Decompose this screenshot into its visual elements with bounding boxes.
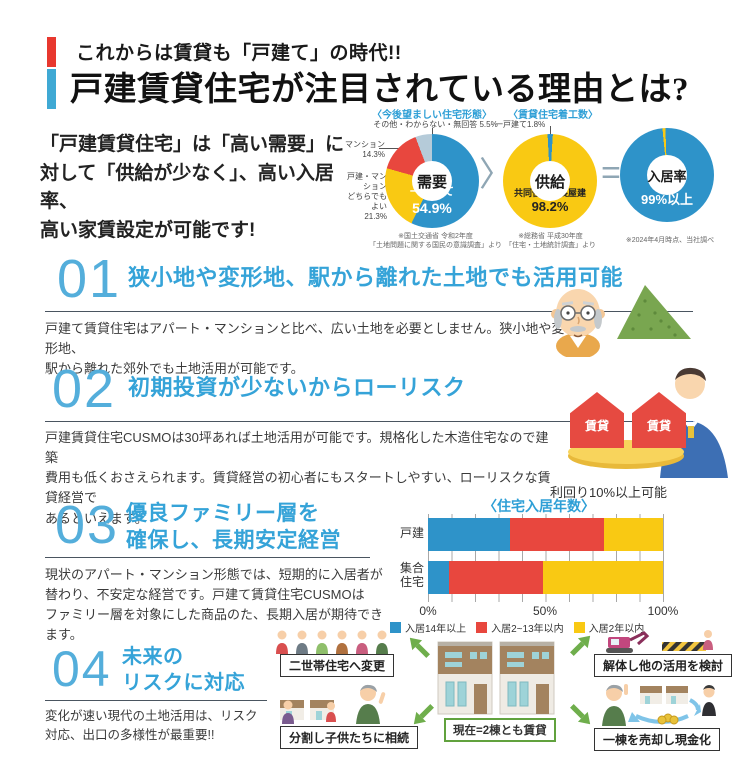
occupancy-inner-value: 99%以上 [640, 191, 694, 207]
sell-for-cash-illustration [602, 684, 716, 726]
arrow-down-left-icon [413, 703, 435, 725]
supply-label-detached: 一戸建て1.8% [495, 120, 546, 129]
bar-category-detached: 戸建 [399, 526, 424, 540]
supply-callout-line [550, 126, 551, 135]
occupancy-center-label: 入居率 [647, 155, 687, 195]
legend-swatch-blue [390, 622, 401, 633]
section-1-number: 01 [57, 249, 122, 309]
current-state-label: 現在=2棟とも賃貸 [444, 718, 556, 742]
legend-swatch-red [476, 622, 488, 633]
occupancy-years-bar-chart: 〈住宅入居年数〉 戸建 集合住宅 0% 50% 100% 入居14年以上 入居2… [388, 496, 690, 636]
elderly-landowner-illustration [551, 289, 605, 357]
section-1-title: 狭小地や変形地、駅から離れた土地でも活用可能 [128, 265, 624, 290]
bar-row-detached [428, 518, 663, 551]
legend-label-yellow: 入居2年以内 [588, 624, 645, 635]
section-2-body: 戸建賃貸住宅CUSMOは30坪あれば土地活用が可能です。規格化した木造住宅なので… [45, 430, 551, 526]
bar-chart-plot [428, 514, 664, 602]
arrow-up-right-icon [569, 635, 591, 657]
demand-donut-chart: 一戸建て 54.9% 需要 [385, 134, 479, 228]
demand-label-other: その他・わからない・無回答 5.5% [373, 120, 498, 129]
demand-pie-title: 〈今後望ましい住宅形態〉 [372, 110, 492, 121]
section-3-number: 03 [55, 495, 120, 555]
rental-house-2-label: 賃貸 [646, 419, 671, 433]
arrow-down-right-icon [569, 703, 591, 725]
demand-inner-value: 54.9% [412, 199, 452, 216]
section-2-number: 02 [52, 359, 117, 419]
stats-panel: 〈今後望ましい住宅形態〉 その他・わからない・無回答 5.5% マンション 14… [343, 100, 737, 252]
tick-0: 0% [419, 604, 437, 618]
rental-house-1-label: 賃貸 [584, 419, 609, 433]
demolition-illustration [606, 630, 713, 653]
bar-row-apartment [428, 561, 663, 594]
section-3-body: 現状のアパート・マンション形態では、短期的に入居者が 替わり、不安定な経営です。… [45, 567, 384, 643]
header-tagline: これからは賃貸も「戸建て」の時代!! [76, 43, 402, 64]
legend-label-blue: 入居14年以上 [405, 624, 467, 635]
legend-item-yellow: 入居2年以内 [573, 620, 645, 635]
section-4-body: 変化が速い現代の土地活用は、リスク 対応、出口の多様性が最重要!! [45, 709, 258, 743]
section-1-body: 戸建て賃貸住宅はアパート・マンションと比べ、広い土地を必要としません。狭小地や変… [45, 321, 565, 377]
bar-chart-legend: 入居14年以上 入居2~13年以内 入居2年以内 [390, 620, 644, 635]
section-2-title: 初期投資が少ないからローリスク [128, 375, 466, 400]
demand-source: ※国土交通省 令和2年度 「土地問題に関する国民の意識調査」より [369, 233, 502, 250]
supply-donut-chart: 共同住宅・長屋建 98.2% 供給 [503, 134, 597, 228]
legend-label-red: 入居2~13年以内 [491, 624, 564, 635]
supply-pie-title: 〈賃貸住宅着工数〉 [508, 110, 598, 121]
demand-label-mansion: マンション 14.3% [345, 140, 385, 159]
option-demolish-label: 解体し他の活用を検討 [594, 654, 733, 677]
tick-100: 100% [647, 604, 679, 618]
arrow-up-left-icon [409, 637, 431, 659]
header-accent-red [47, 37, 56, 67]
legend-item-blue: 入居14年以上 [390, 620, 466, 635]
lead-text: 「戸建賃貸住宅」は「高い需要」に 対して「供給が少なく」、高い入居率、 高い家賃… [40, 134, 345, 241]
bar-chart-title: 〈住宅入居年数〉 [483, 498, 595, 514]
two-rental-houses-illustration [437, 641, 555, 715]
section-2-rule [45, 421, 693, 422]
land-plot-illustration [617, 285, 691, 339]
legend-swatch-yellow [573, 622, 585, 633]
supply-inner-value: 98.2% [531, 199, 569, 215]
supply-center-label: 供給 [530, 161, 570, 201]
section-4-number: 04 [52, 641, 112, 697]
demand-center-label: 需要 [412, 161, 452, 201]
section-1-rule [45, 311, 693, 312]
section-3-rule [45, 557, 370, 558]
future-options-diagram: 二世帯住宅へ変更 分割し子供たちに相続 [272, 630, 737, 768]
section-4-title: 未来の リスクに対応 [122, 646, 245, 694]
section-4-rule [45, 700, 267, 701]
option-sell-label: 一棟を売却し現金化 [594, 728, 721, 751]
supply-source: ※総務省 平成30年度 「住宅・土地統計調査」より [505, 233, 596, 250]
demand-callout-line-mansion [379, 148, 403, 149]
occupancy-source: ※2024年4月時点、当社調べ [625, 237, 715, 244]
option-inherit-label: 分割し子供たちに相続 [280, 726, 419, 749]
two-family-illustration [276, 630, 388, 654]
occupancy-donut-chart: 入居 99%以上 入居率 [620, 128, 714, 222]
option-two-family-label: 二世帯住宅へ変更 [280, 654, 395, 677]
yield-caption: 利回り10%以上可能 [550, 485, 668, 500]
demand-label-either: 戸建・マンション どちらでもよい 21.3% [347, 172, 387, 221]
legend-item-red: 入居2~13年以内 [476, 620, 564, 635]
section-3-title: 優良ファミリー層を 確保し、長期安定経営 [126, 502, 341, 553]
tick-50: 50% [532, 604, 558, 618]
header-accent-blue [47, 69, 56, 109]
demand-callout-line-other [432, 128, 433, 136]
inherit-illustration [280, 684, 386, 724]
equals-symbol: = [601, 154, 621, 192]
low-risk-illustration: 賃貸 賃貸 [538, 358, 737, 478]
page-title: 戸建賃貸住宅が注目されている理由とは? [70, 72, 690, 108]
bar-category-apartment: 集合住宅 [399, 561, 424, 589]
